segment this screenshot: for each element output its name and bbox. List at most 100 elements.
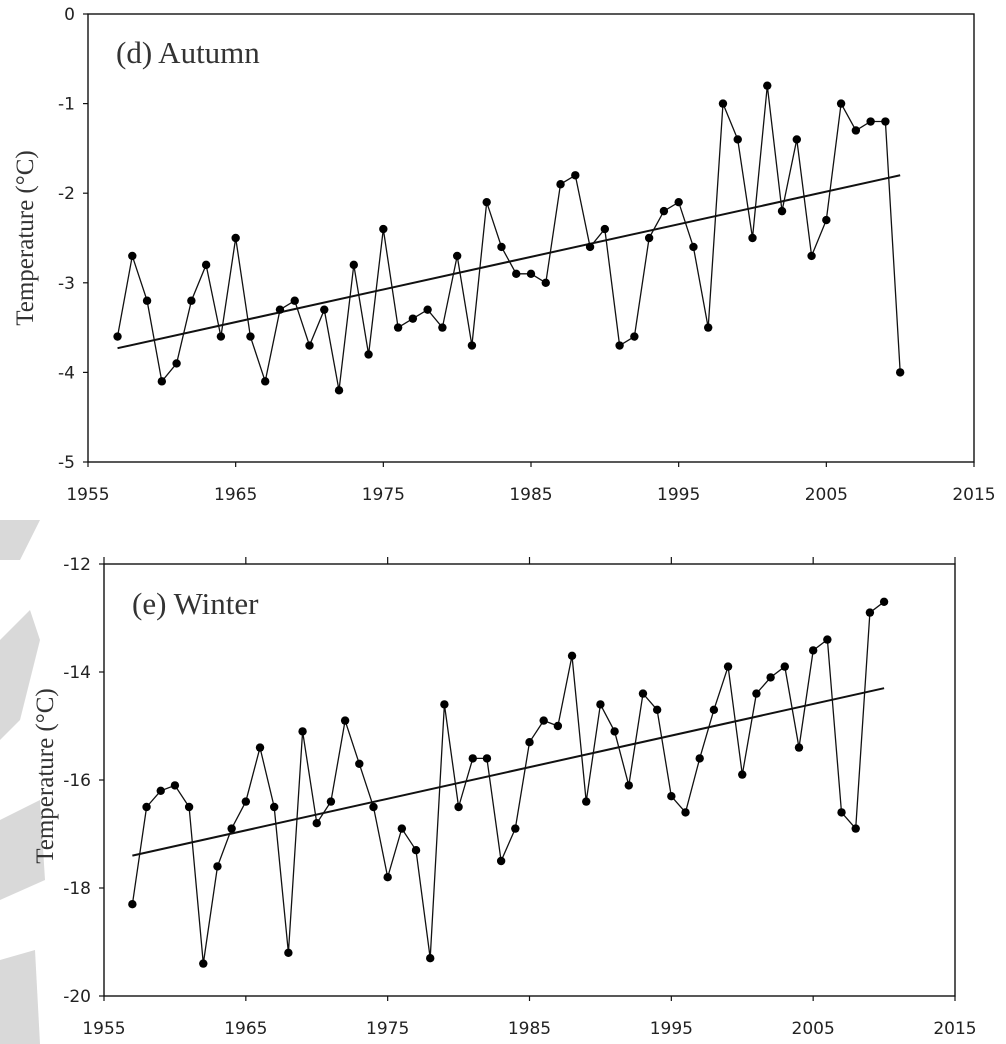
data-point — [689, 242, 698, 252]
data-point — [610, 727, 619, 736]
data-point — [172, 359, 181, 368]
data-point — [794, 743, 804, 752]
y-tick-label: -20 — [63, 987, 91, 1007]
data-point — [201, 260, 211, 270]
data-point — [426, 954, 435, 963]
plot-frame — [87, 13, 975, 463]
data-point — [582, 797, 591, 806]
series-group — [128, 597, 889, 968]
data-point — [261, 377, 270, 386]
data-point — [600, 224, 610, 234]
data-point — [709, 705, 719, 714]
data-point — [397, 824, 407, 833]
watermark — [0, 520, 45, 1044]
x-tick-label: 1995 — [657, 485, 700, 505]
data-point — [184, 802, 194, 812]
data-point — [467, 341, 477, 350]
data-point — [142, 296, 152, 305]
data-point — [298, 727, 307, 736]
x-tick-label: 1955 — [82, 1019, 125, 1039]
data-point — [170, 781, 180, 790]
data-point — [128, 251, 137, 261]
x-tick-label: 1985 — [508, 1019, 551, 1039]
data-point — [763, 81, 772, 90]
data-point — [246, 332, 255, 341]
data-point — [275, 305, 285, 314]
y-tick-label: -18 — [63, 879, 91, 899]
data-point — [383, 873, 392, 882]
data-point — [836, 99, 846, 108]
data-point — [213, 862, 222, 871]
data-point — [290, 296, 299, 305]
data-point — [792, 135, 801, 144]
x-tick-label: 1995 — [650, 1019, 693, 1039]
data-point — [541, 278, 550, 287]
trend-line — [132, 687, 885, 857]
data-point — [497, 242, 506, 252]
data-point — [738, 770, 747, 779]
data-point — [312, 819, 321, 828]
data-point — [866, 117, 875, 126]
data-point — [865, 608, 875, 617]
data-point — [305, 341, 314, 350]
data-point — [526, 269, 536, 279]
x-tick-label: 1965 — [224, 1019, 267, 1039]
data-point — [748, 233, 757, 243]
data-point — [393, 323, 403, 332]
data-point — [349, 260, 358, 270]
data-point — [777, 206, 787, 216]
x-tick-label: 1975 — [366, 1019, 409, 1039]
data-point — [780, 662, 789, 671]
data-point — [596, 700, 605, 709]
data-point — [567, 651, 577, 660]
data-point — [511, 824, 520, 833]
data-point — [667, 792, 676, 801]
x-tick-label: 2015 — [952, 485, 995, 505]
data-point — [157, 377, 167, 386]
series-line — [131, 601, 885, 964]
data-point — [334, 386, 344, 395]
data-point — [733, 135, 742, 144]
data-point — [423, 305, 432, 314]
data-point — [571, 171, 580, 180]
y-tick-label: -12 — [63, 555, 91, 575]
data-point — [881, 117, 890, 126]
data-point — [512, 269, 521, 279]
data-point — [255, 743, 265, 752]
data-point — [752, 689, 761, 698]
panel-title: (d) Autumn — [116, 35, 260, 70]
data-point — [496, 856, 506, 866]
data-point — [808, 646, 818, 655]
x-tick-label: 1985 — [509, 485, 552, 505]
data-point — [355, 759, 364, 768]
x-tick-label: 1975 — [362, 485, 405, 505]
trend-line-group — [132, 687, 885, 857]
data-point — [270, 802, 279, 812]
data-point — [482, 754, 492, 763]
plot-frame — [103, 563, 956, 997]
data-point — [695, 754, 704, 763]
data-point — [837, 808, 846, 817]
data-point — [766, 673, 775, 682]
data-point — [624, 781, 633, 790]
axis-ticks: 0 -1 -2 -3 -4 -5 1955 1965 1975 1985 1995 2005 2015 — [58, 5, 996, 505]
data-point — [452, 251, 462, 261]
y-tick-label: 0 — [64, 5, 75, 25]
data-point — [807, 251, 816, 261]
data-point — [468, 754, 477, 763]
data-point — [482, 197, 491, 207]
data-point — [615, 341, 624, 350]
data-point — [822, 215, 831, 225]
data-point — [644, 233, 654, 243]
data-point — [364, 350, 373, 359]
data-point — [823, 635, 832, 644]
y-axis-label: Temperature (°C) — [32, 688, 59, 864]
series-line — [116, 85, 901, 391]
series-group — [113, 81, 905, 395]
y-tick-label: -2 — [58, 184, 75, 204]
x-tick-label: 2005 — [805, 485, 848, 505]
data-point — [638, 689, 648, 698]
data-point — [241, 797, 251, 806]
data-point — [379, 224, 388, 234]
axis-ticks: -12 -14 -16 -18 -20 1955 1965 1975 1985 1995 2005 2… — [63, 555, 976, 1039]
